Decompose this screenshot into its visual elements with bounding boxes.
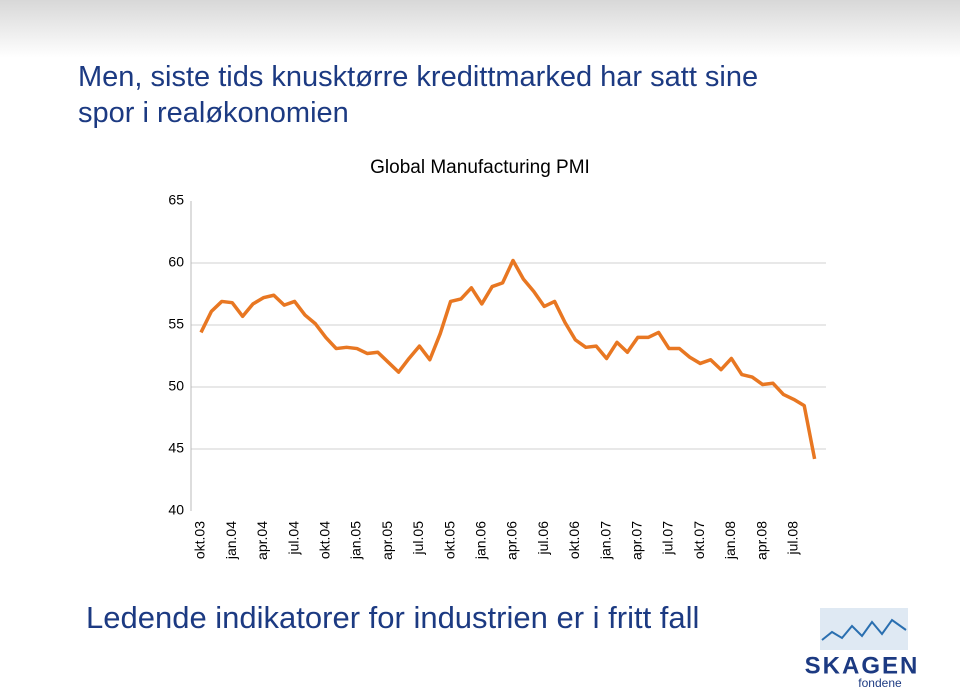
x-tick-label: apr.07 — [629, 521, 645, 560]
footer-text: Ledende indikatorer for industrien er i … — [86, 600, 699, 635]
y-tick-label: 40 — [168, 502, 184, 518]
y-tick-label: 50 — [168, 378, 184, 394]
chart-title: Global Manufacturing PMI — [370, 157, 590, 178]
x-tick-label: jan.06 — [473, 521, 489, 560]
x-tick-label: okt.05 — [441, 521, 457, 559]
x-tick-label: okt.07 — [691, 521, 707, 559]
slide-title-1: Men, siste tids knusktørre kredittmarked… — [78, 61, 758, 129]
y-tick-label: 65 — [168, 192, 184, 208]
y-tick-label: 55 — [168, 316, 184, 332]
x-tick-label: jul.06 — [535, 521, 551, 556]
x-tick-label: jan.07 — [597, 521, 613, 560]
x-tick-label: jan.05 — [348, 521, 364, 560]
logo-subtitle: fondene — [858, 676, 902, 690]
x-tick-label: jul.04 — [285, 521, 301, 556]
y-tick-label: 60 — [168, 254, 184, 270]
x-tick-label: apr.05 — [379, 521, 395, 560]
logo-icon-bg — [820, 608, 908, 650]
header-band — [0, 0, 960, 58]
x-tick-label: okt.04 — [317, 521, 333, 559]
x-tick-label: jul.05 — [410, 521, 426, 556]
x-tick-label: apr.08 — [753, 521, 769, 560]
x-tick-label: okt.06 — [566, 521, 582, 559]
x-tick-label: okt.03 — [192, 521, 208, 559]
pmi-line — [199, 258, 817, 460]
x-tick-label: apr.06 — [504, 521, 520, 560]
logo: SKAGEN fondene — [805, 608, 920, 690]
y-tick-label: 45 — [168, 440, 184, 456]
logo-name: SKAGEN — [805, 652, 920, 679]
x-tick-label: jul.07 — [660, 521, 676, 556]
x-tick-label: jan.08 — [722, 521, 738, 560]
logo-icon — [821, 618, 907, 641]
x-tick-label: apr.04 — [254, 521, 270, 560]
x-tick-label: jul.08 — [785, 521, 801, 556]
x-tick-label: jan.04 — [223, 521, 239, 560]
